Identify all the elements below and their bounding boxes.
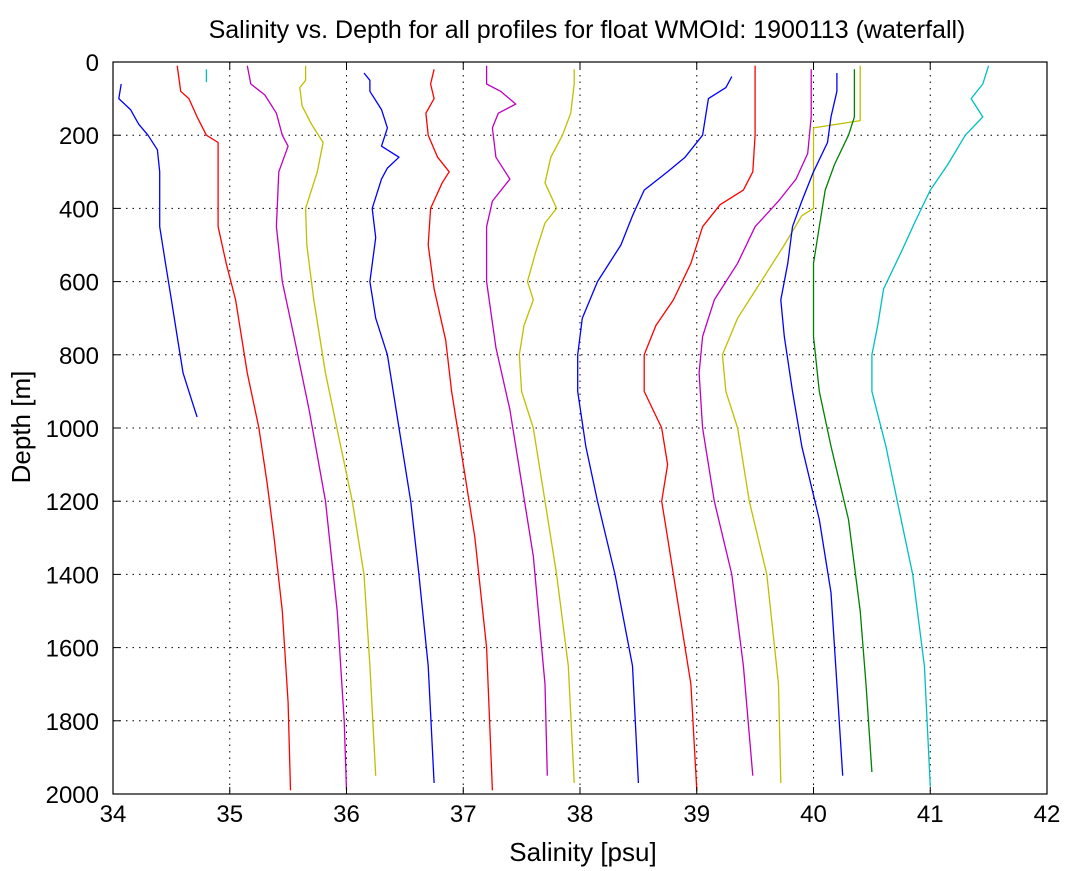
profile-line-9 (518, 69, 575, 784)
series-lines (118, 65, 990, 791)
profile-line-8 (485, 65, 548, 776)
chart-title: Salinity vs. Depth for all profiles for … (209, 16, 966, 44)
profile-line-12 (698, 69, 812, 776)
y-tick-label: 400 (59, 196, 99, 223)
y-tick-label: 1000 (46, 416, 99, 443)
profile-line-11 (643, 65, 756, 791)
x-tick-label: 42 (1034, 801, 1061, 828)
x-tick-label: 34 (100, 801, 127, 828)
profile-line-10 (577, 76, 733, 784)
profile-line-4 (246, 65, 348, 791)
x-axis-ticks: 34 35 36 37 38 39 40 41 42 (100, 62, 1061, 828)
y-tick-label: 800 (59, 343, 99, 370)
y-tick-label: 600 (59, 270, 99, 297)
profile-line-15 (812, 69, 873, 773)
x-tick-label: 37 (450, 801, 477, 828)
y-tick-label: 2000 (46, 782, 99, 809)
y-tick-label: 1800 (46, 709, 99, 736)
y-tick-label: 1400 (46, 562, 99, 589)
profile-line-5 (299, 65, 377, 776)
profile-line-3 (176, 65, 292, 791)
x-tick-label: 35 (216, 801, 243, 828)
x-tick-label: 36 (333, 801, 360, 828)
y-tick-label: 0 (86, 50, 99, 77)
x-axis-label: Salinity [psu] (509, 837, 656, 867)
x-tick-label: 40 (800, 801, 827, 828)
y-tick-label: 200 (59, 123, 99, 150)
y-axis-label: Depth [m] (6, 371, 36, 484)
grid-lines (113, 62, 1047, 794)
profile-line-6 (363, 72, 435, 784)
x-tick-label: 39 (683, 801, 710, 828)
y-tick-label: 1200 (46, 489, 99, 516)
profile-line-1 (118, 83, 198, 418)
profile-line-13 (721, 65, 861, 784)
profile-line-7 (425, 69, 494, 791)
x-tick-label: 41 (917, 801, 944, 828)
y-axis-ticks: 0 200 400 600 800 1000 1200 1400 1600 1800 2000 (46, 50, 1047, 809)
y-tick-label: 1600 (46, 636, 99, 663)
profile-line-14 (780, 73, 844, 776)
x-tick-label: 38 (567, 801, 594, 828)
profile-line-16 (871, 65, 990, 787)
